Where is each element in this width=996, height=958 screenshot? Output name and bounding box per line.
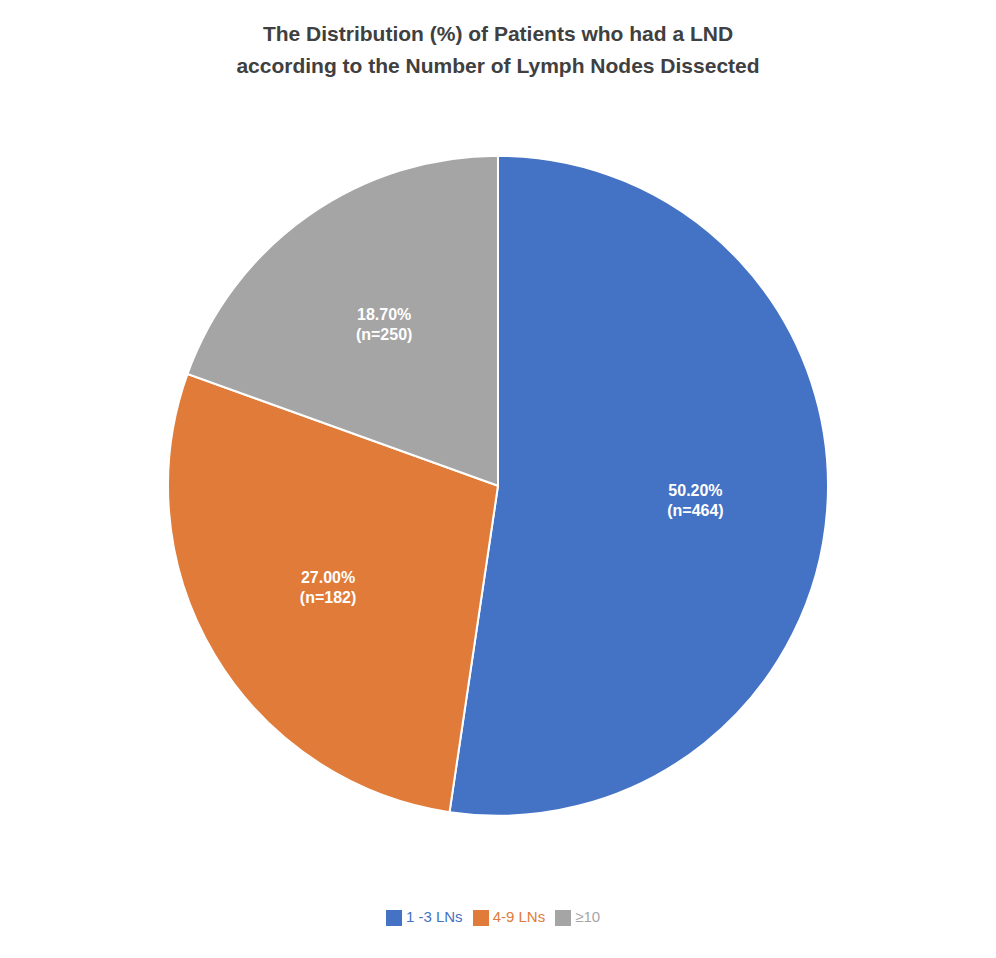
svg-text:50.20%(n=464): 50.20%(n=464) — [667, 482, 723, 519]
html-text:≥10: ≥10 — [575, 908, 601, 925]
html-text:according to the Number of Lym: according to the Number of Lymph Nodes D… — [236, 53, 760, 77]
svg-text:27.00%(n=182): 27.00%(n=182) — [300, 569, 356, 606]
html-text:4-9 LNs: 4-9 LNs — [492, 908, 546, 925]
html-text:The Distribution (%) of Patien: The Distribution (%) of Patients who had… — [262, 22, 734, 45]
html-text:1 -3 LNs: 1 -3 LNs — [405, 908, 463, 925]
svg-text:18.70%(n=250): 18.70%(n=250) — [356, 305, 412, 342]
